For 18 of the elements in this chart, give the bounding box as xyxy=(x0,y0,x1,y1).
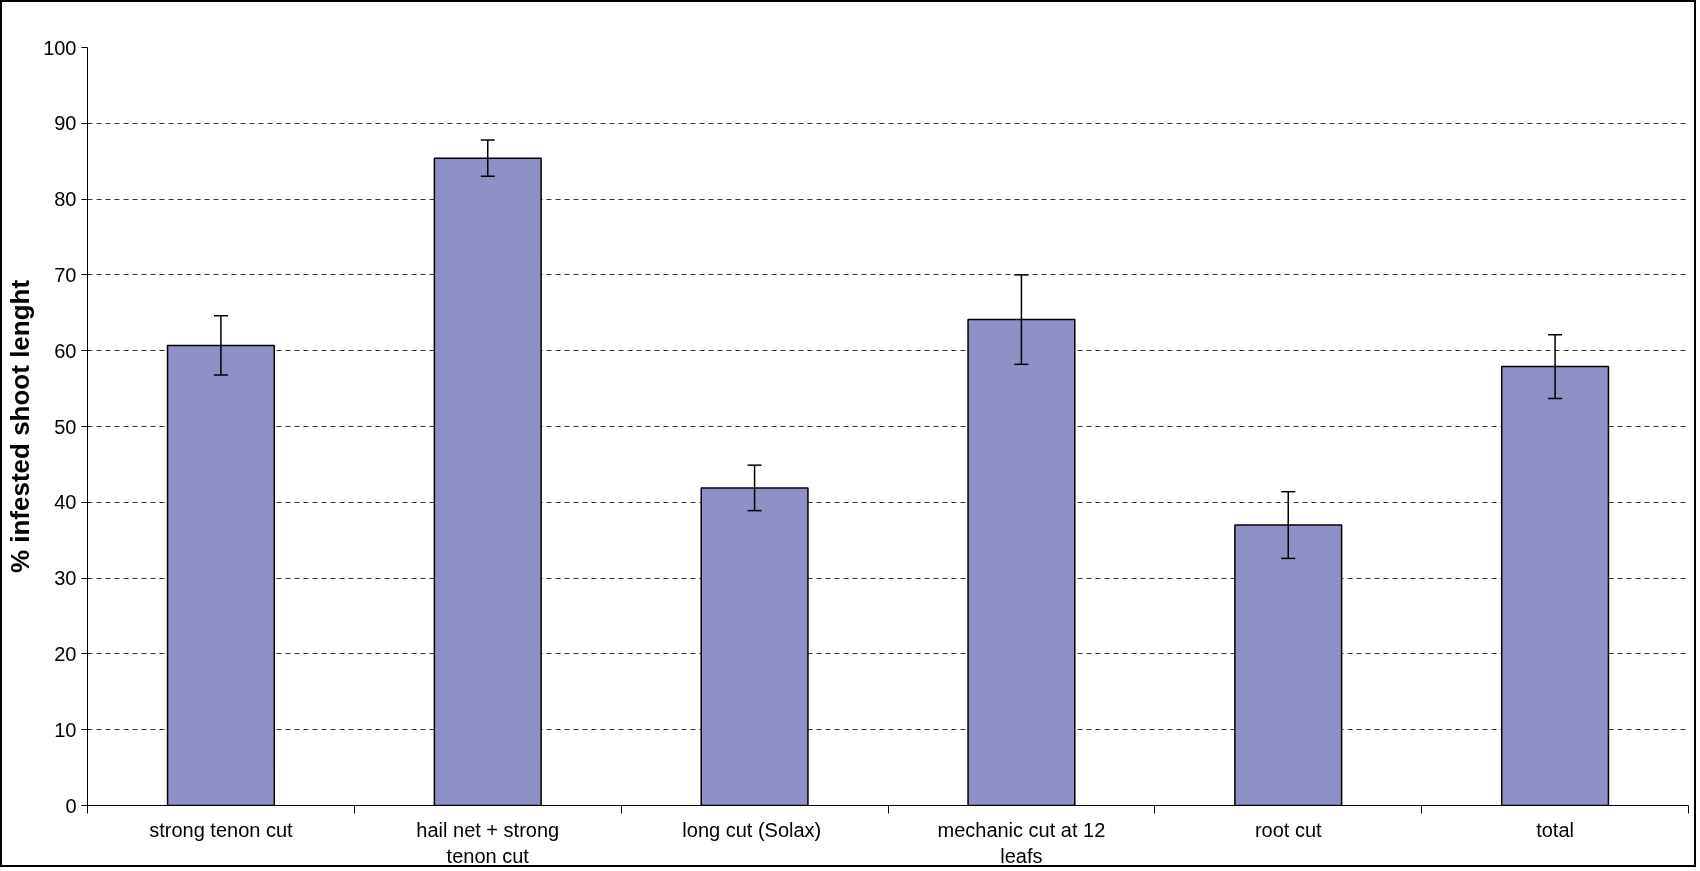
y-axis-title: % infested shoot lenght xyxy=(5,279,36,574)
y-tick-label: 60 xyxy=(54,339,77,362)
x-tick-label: strong tenon cut xyxy=(149,818,294,841)
y-tick-label: 0 xyxy=(65,794,77,817)
x-tick-label: total xyxy=(1536,818,1574,841)
y-tick-label: 10 xyxy=(54,718,77,741)
y-tick-label: 80 xyxy=(54,188,77,211)
y-tick-label: 50 xyxy=(54,415,77,438)
y-tick-label: 100 xyxy=(43,36,77,59)
y-tick-label: 30 xyxy=(54,567,77,590)
y-tick-label: 20 xyxy=(54,642,77,665)
x-tick-label: mechanic cut at 12 leafs xyxy=(937,818,1106,867)
y-tick-label: 40 xyxy=(54,491,77,514)
x-tick-label: root cut xyxy=(1254,818,1323,841)
y-tick-label: 70 xyxy=(54,263,77,286)
x-tick-label: hail net + strong tenon cut xyxy=(416,818,560,867)
x-tick-label: long cut (Solax) xyxy=(682,818,822,841)
y-tick-label: 90 xyxy=(54,112,77,135)
